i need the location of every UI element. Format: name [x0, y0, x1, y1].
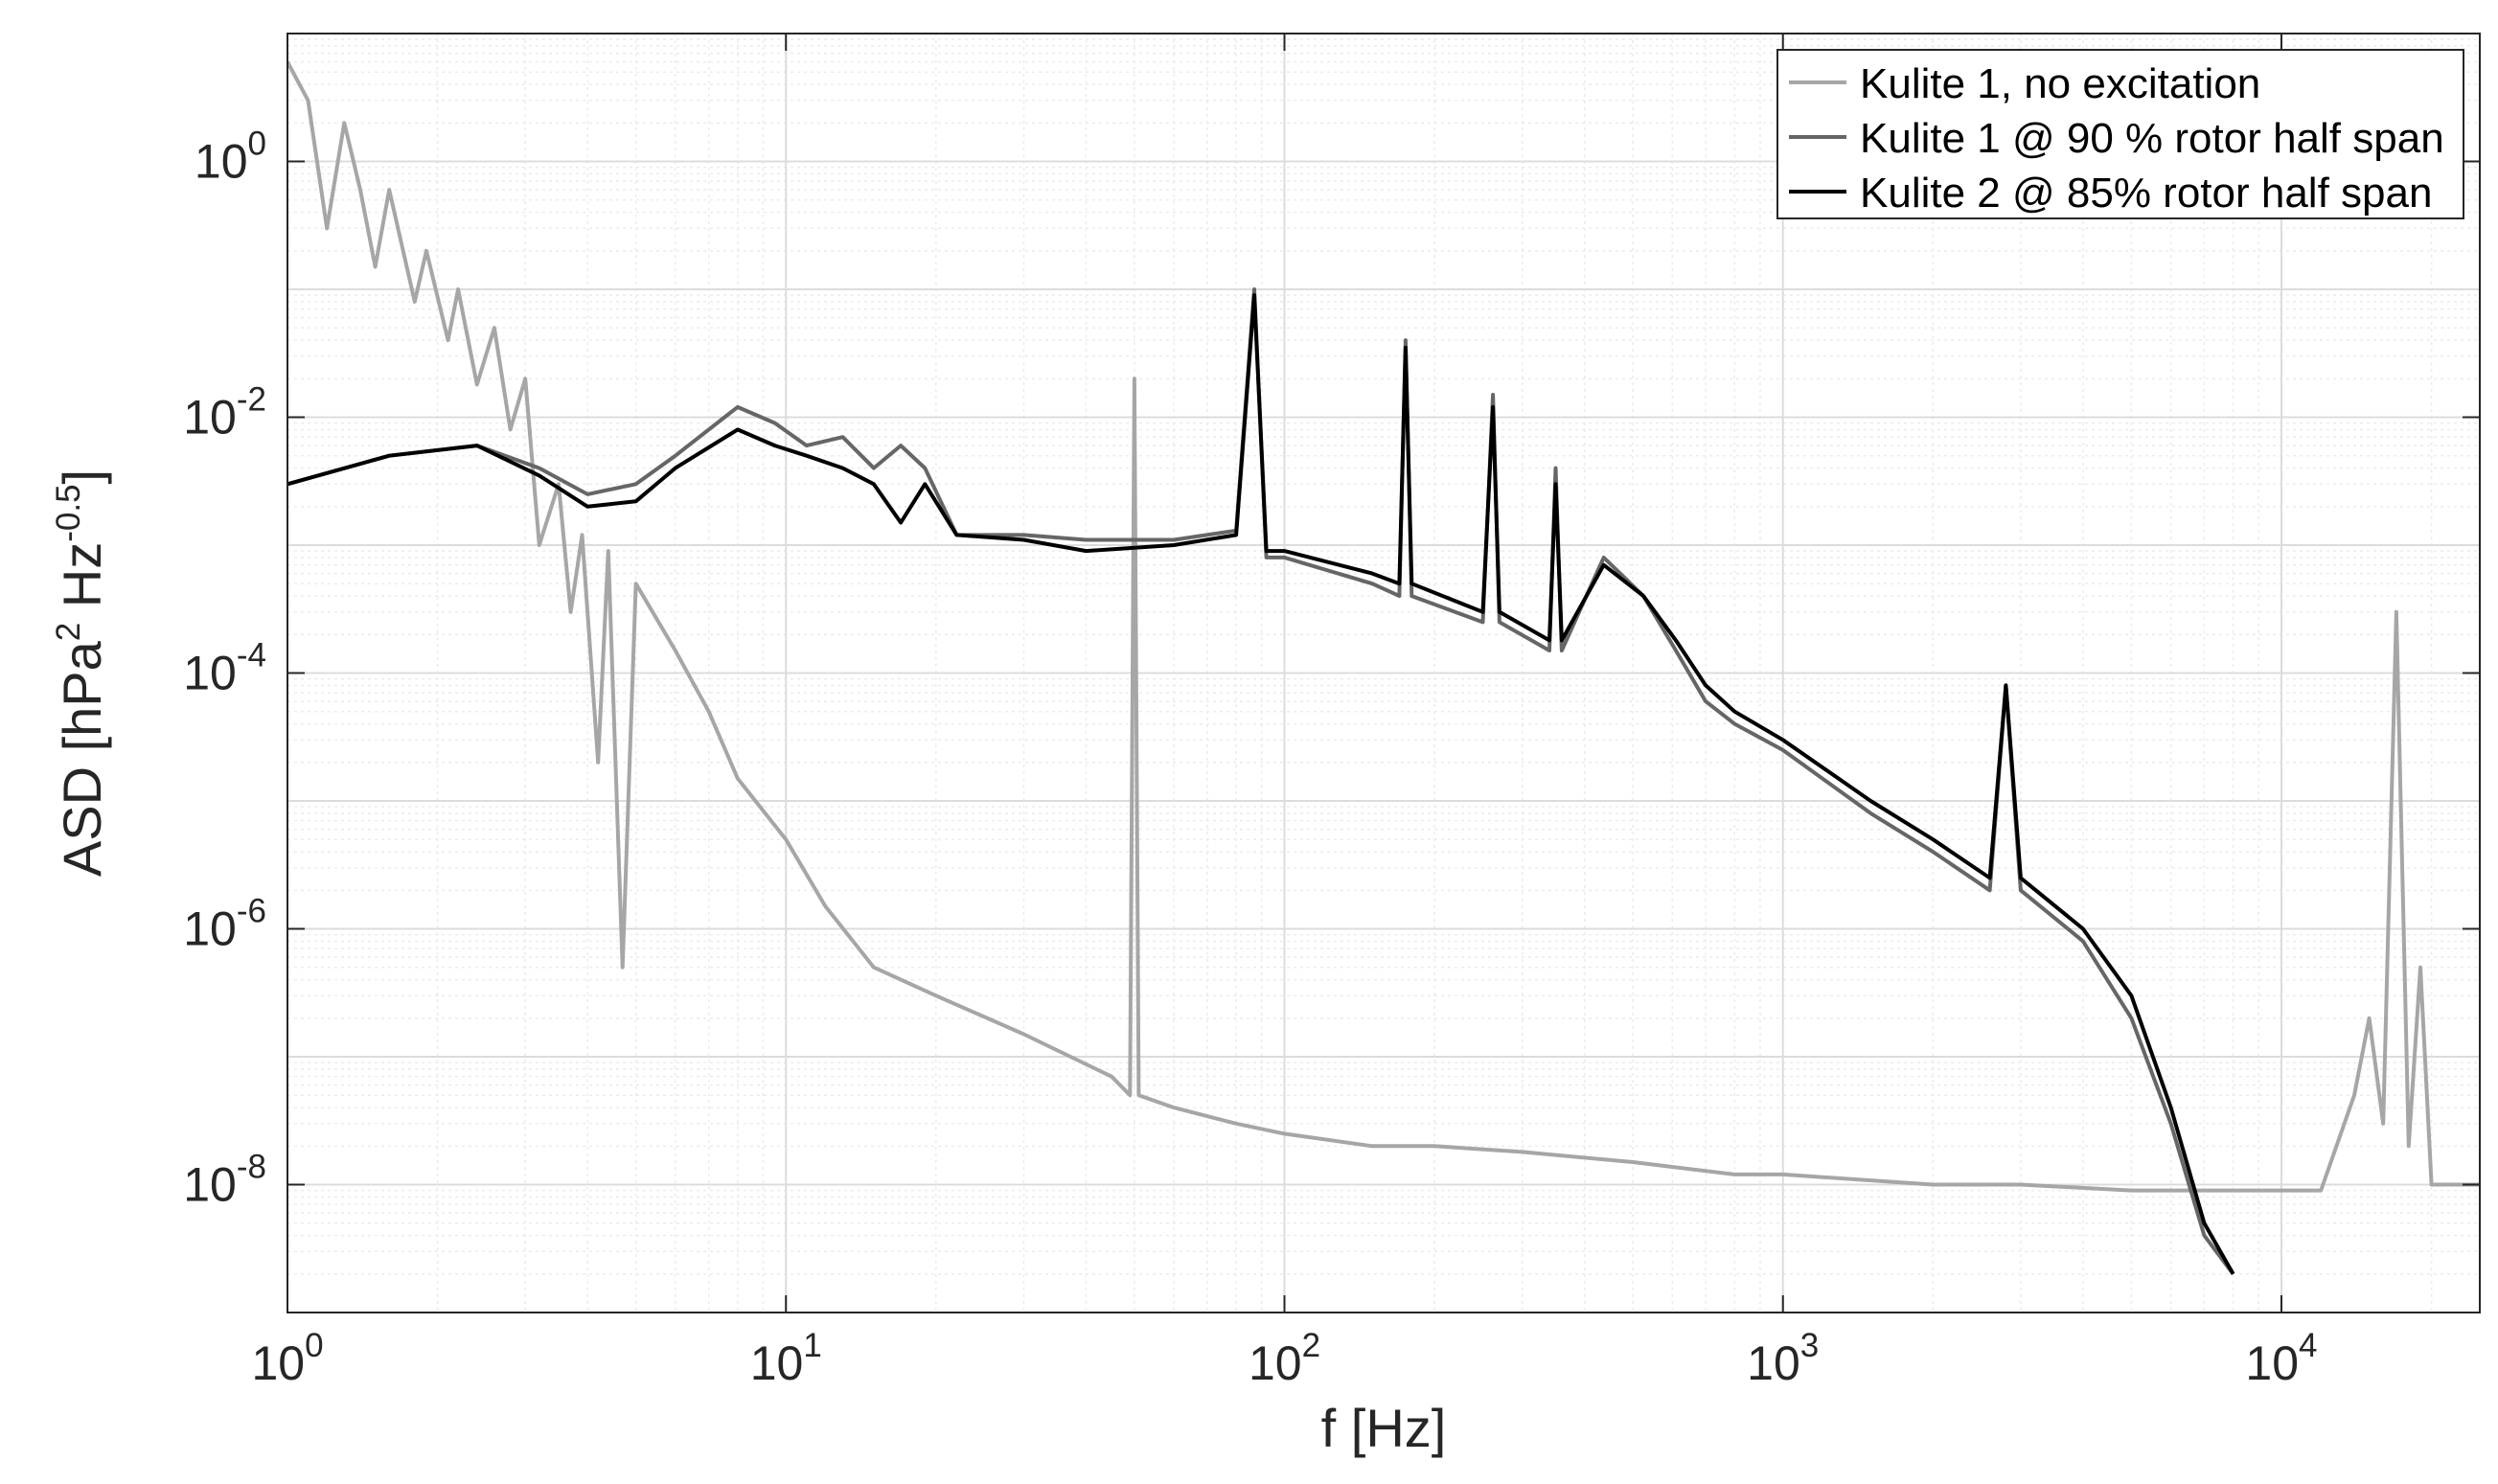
- x-tick-label-base: 10: [2245, 1336, 2299, 1390]
- y-axis-label-sup1: 2: [50, 623, 87, 641]
- legend-entry-3: Kulite 2 @ 85% rotor half span: [1860, 170, 2432, 217]
- y-tick-label-exp: -8: [237, 1149, 266, 1186]
- y-tick-label-base: 10: [183, 647, 237, 700]
- x-axis-label: f [Hz]: [1321, 1398, 1447, 1458]
- x-tick-label: 104: [2245, 1327, 2317, 1390]
- x-tick-label: 100: [251, 1327, 323, 1390]
- series-line-3: [287, 293, 2235, 1275]
- plot-area: [287, 60, 2480, 1276]
- legend: Kulite 1, no excitation Kulite 1 @ 90 % r…: [1776, 49, 2464, 219]
- x-tick-label: 102: [1249, 1327, 1320, 1390]
- x-tick-label-base: 10: [251, 1336, 305, 1390]
- x-tick-label-exp: 1: [803, 1327, 821, 1364]
- y-tick-label: 10-2: [183, 381, 266, 445]
- x-tick-label-base: 10: [750, 1336, 804, 1390]
- y-tick-label: 10-6: [183, 893, 266, 956]
- y-tick-label-exp: -4: [237, 637, 266, 674]
- x-tick-label-base: 10: [1747, 1336, 1800, 1390]
- x-tick-label-exp: 2: [1302, 1327, 1320, 1364]
- y-axis-label-mid: Hz: [52, 542, 112, 623]
- legend-entry-1: Kulite 1, no excitation: [1860, 60, 2260, 107]
- x-axis-ticks: 100 101 102 103 104: [251, 34, 2318, 1390]
- x-tick-label-exp: 4: [2299, 1327, 2317, 1364]
- x-tick-label-exp: 3: [1800, 1327, 1819, 1364]
- y-axis-label: ASD [hPa2 Hz-0.5]: [50, 469, 112, 877]
- y-tick-label: 10-4: [183, 637, 266, 700]
- x-tick-label: 103: [1747, 1327, 1819, 1390]
- y-tick-label-base: 10: [183, 902, 237, 956]
- y-axis-label-sup2: -0.5: [50, 484, 87, 541]
- y-tick-label-base: 10: [195, 135, 248, 189]
- y-tick-label-exp: -6: [237, 893, 266, 930]
- y-tick-label: 100: [195, 126, 266, 189]
- y-tick-label-exp: 0: [248, 126, 266, 163]
- y-axis-label-end: ]: [52, 469, 112, 485]
- legend-box: [1776, 49, 2464, 219]
- x-tick-label: 101: [750, 1327, 822, 1390]
- y-tick-label-exp: -2: [237, 381, 266, 419]
- series-line-1: [287, 60, 2480, 1193]
- legend-entry-2: Kulite 1 @ 90 % rotor half span: [1860, 115, 2444, 162]
- y-axis-label-text: ASD [hPa: [52, 640, 112, 877]
- y-tick-label: 10-8: [183, 1149, 266, 1212]
- y-tick-label-base: 10: [183, 391, 237, 445]
- x-tick-label-base: 10: [1249, 1336, 1302, 1390]
- x-tick-label-exp: 0: [305, 1327, 323, 1364]
- y-tick-label-base: 10: [183, 1158, 237, 1212]
